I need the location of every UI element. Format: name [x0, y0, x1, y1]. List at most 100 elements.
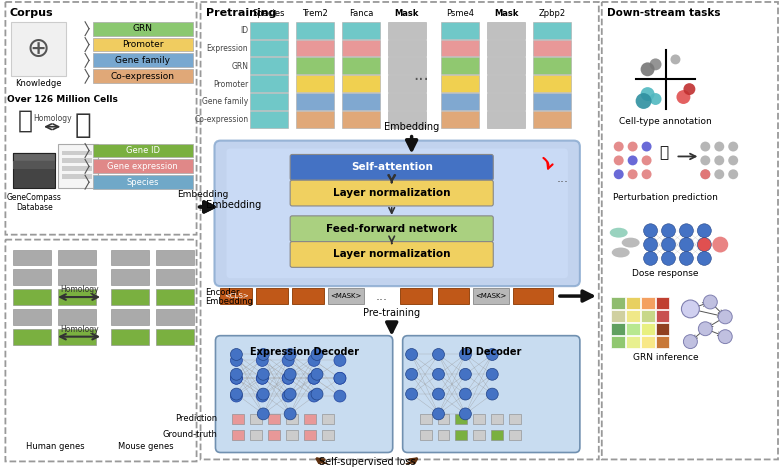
- Circle shape: [614, 155, 624, 166]
- Bar: [93, 53, 193, 68]
- Text: Mouse genes: Mouse genes: [118, 441, 174, 451]
- Text: Feed-forward network: Feed-forward network: [326, 224, 457, 234]
- Bar: [473, 430, 485, 439]
- FancyBboxPatch shape: [226, 149, 568, 278]
- Bar: [93, 144, 193, 158]
- Bar: [441, 93, 480, 110]
- Bar: [304, 430, 316, 439]
- Bar: [93, 159, 193, 173]
- Circle shape: [712, 237, 729, 252]
- Circle shape: [486, 348, 498, 360]
- Circle shape: [650, 59, 661, 70]
- Bar: [533, 111, 571, 128]
- Bar: [640, 297, 654, 309]
- Text: Human genes: Human genes: [26, 441, 84, 451]
- Bar: [13, 153, 55, 188]
- Text: Self-attention: Self-attention: [351, 162, 433, 172]
- Bar: [473, 414, 485, 424]
- Bar: [456, 430, 467, 439]
- Bar: [328, 288, 363, 304]
- Bar: [232, 430, 244, 439]
- Text: Mask: Mask: [395, 9, 419, 18]
- Bar: [58, 144, 98, 188]
- Circle shape: [406, 388, 417, 400]
- Text: 🧍: 🧍: [18, 109, 33, 133]
- Ellipse shape: [610, 228, 628, 238]
- Bar: [491, 414, 503, 424]
- Bar: [296, 39, 334, 56]
- Circle shape: [257, 372, 268, 384]
- Bar: [488, 57, 525, 74]
- Circle shape: [697, 251, 711, 265]
- Text: ...: ...: [413, 66, 430, 84]
- Text: Expression: Expression: [207, 44, 248, 53]
- Circle shape: [700, 155, 711, 166]
- Text: Pre-training: Pre-training: [363, 308, 420, 318]
- Bar: [611, 323, 625, 335]
- Bar: [342, 93, 380, 110]
- Circle shape: [714, 169, 725, 179]
- Bar: [533, 75, 571, 92]
- Circle shape: [697, 224, 711, 238]
- Bar: [93, 38, 193, 52]
- Text: ...: ...: [557, 172, 569, 185]
- FancyBboxPatch shape: [215, 336, 392, 453]
- Bar: [156, 329, 193, 345]
- Circle shape: [644, 224, 658, 238]
- Circle shape: [230, 372, 243, 384]
- Bar: [655, 297, 669, 309]
- Text: Dose response: Dose response: [633, 269, 699, 278]
- Text: Gene ID: Gene ID: [126, 146, 160, 155]
- Bar: [655, 336, 669, 348]
- Circle shape: [257, 355, 268, 366]
- Text: Self-supervised loss: Self-supervised loss: [318, 457, 415, 468]
- Bar: [322, 430, 334, 439]
- Circle shape: [459, 388, 471, 400]
- Bar: [441, 75, 480, 92]
- Bar: [388, 111, 426, 128]
- Circle shape: [718, 330, 732, 344]
- Text: Expression Decoder: Expression Decoder: [250, 347, 359, 356]
- Circle shape: [284, 348, 296, 360]
- Circle shape: [433, 388, 445, 400]
- Circle shape: [257, 408, 269, 420]
- Bar: [322, 414, 334, 424]
- Bar: [13, 161, 55, 169]
- Circle shape: [433, 368, 445, 380]
- FancyBboxPatch shape: [5, 2, 197, 234]
- Circle shape: [642, 155, 651, 166]
- Bar: [250, 430, 262, 439]
- Bar: [640, 323, 654, 335]
- Text: GRN: GRN: [133, 24, 153, 33]
- Bar: [12, 22, 66, 76]
- Bar: [13, 250, 51, 265]
- Circle shape: [334, 390, 346, 402]
- Text: Down-stream tasks: Down-stream tasks: [607, 8, 720, 18]
- Circle shape: [628, 142, 637, 151]
- Text: Ground-truth: Ground-truth: [162, 430, 218, 439]
- Circle shape: [230, 348, 243, 360]
- Text: Zpbp2: Zpbp2: [538, 9, 566, 18]
- Text: Cell-type annotation: Cell-type annotation: [619, 117, 712, 126]
- FancyBboxPatch shape: [290, 180, 493, 206]
- Bar: [156, 250, 193, 265]
- Bar: [304, 414, 316, 424]
- Circle shape: [282, 372, 294, 384]
- Text: 🐁: 🐁: [75, 111, 91, 139]
- Text: Corpus: Corpus: [9, 8, 53, 18]
- Circle shape: [459, 348, 471, 360]
- Bar: [399, 288, 431, 304]
- Circle shape: [282, 390, 294, 402]
- Bar: [611, 336, 625, 348]
- Bar: [111, 250, 149, 265]
- Bar: [388, 39, 426, 56]
- Circle shape: [433, 348, 445, 360]
- Bar: [488, 39, 525, 56]
- Text: Gene expression: Gene expression: [108, 162, 178, 171]
- Circle shape: [257, 390, 268, 402]
- Text: ID: ID: [240, 26, 248, 35]
- Circle shape: [682, 300, 700, 318]
- Bar: [250, 39, 288, 56]
- Circle shape: [661, 238, 675, 251]
- Bar: [509, 414, 521, 424]
